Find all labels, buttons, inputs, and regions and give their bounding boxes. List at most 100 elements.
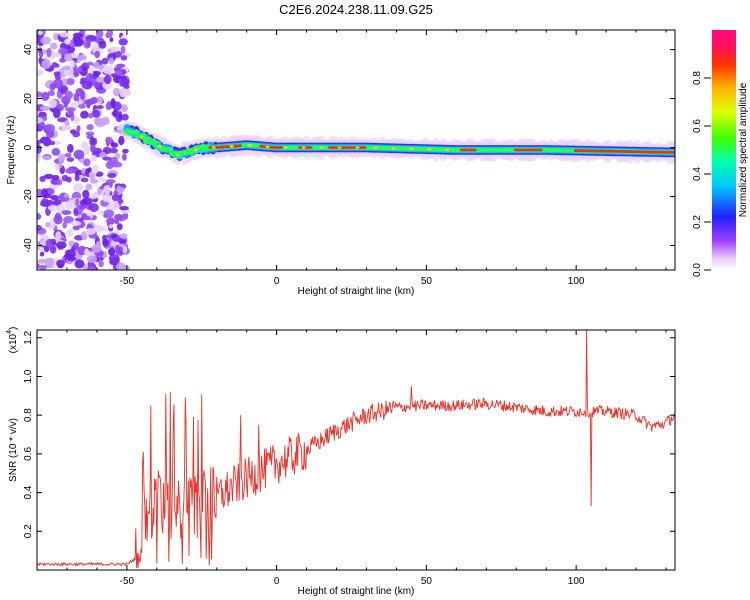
noise-blob [57,47,68,56]
noise-blob [100,226,107,232]
noise-blob [118,135,125,146]
noise-blob [114,69,123,76]
noise-blob [61,210,72,215]
noise-blob [41,91,50,101]
ridge-peak [361,146,367,149]
noise-blob [40,188,48,199]
noise-blob [37,224,42,231]
noise-blob [61,174,69,182]
noise-blob [80,177,89,183]
noise-blob [51,147,61,156]
snr-x-label: Height of straight line (km) [298,586,415,597]
noise-blob [55,231,62,241]
noise-blob [109,257,120,263]
noise-blob [92,42,98,51]
ridge-peak [236,144,242,148]
noise-blob [64,38,71,45]
y-tick-label: 0.2 [23,524,34,538]
noise-blob [63,100,68,109]
y-tick-label: 1.0 [23,369,34,383]
noise-blob [72,35,81,42]
noise-blob [85,131,95,136]
noise-blob [103,209,115,218]
noise-blob [95,76,106,83]
x-tick-label: -50 [120,576,135,587]
noise-blob [37,144,42,154]
noise-blob [115,262,126,270]
noise-blob [70,101,79,109]
noise-blob [116,63,126,69]
noise-blob [101,57,109,65]
noise-blob [92,243,102,253]
noise-blob [84,248,90,257]
noise-blob [74,175,80,182]
noise-blob [98,40,107,49]
noise-blob [86,266,97,270]
noise-blob [81,213,88,218]
noise-blob [49,42,58,50]
noise-blob [41,136,52,145]
noise-blob [63,193,69,198]
noise-blob [53,32,59,41]
noise-blob [91,109,101,118]
ridge-peak [471,148,477,152]
noise-blob [105,179,116,184]
y-tick-label: 20 [23,93,34,105]
noise-blob [93,61,100,69]
x-tick-label: 0 [274,576,280,587]
noise-blob [72,225,80,231]
noise-blob [44,123,56,133]
noise-blob [105,32,110,39]
noise-blob [96,104,104,110]
noise-blob [48,98,57,109]
noise-blob [121,113,129,121]
y-tick-label: 0.4 [23,485,34,499]
noise-blob [112,109,118,118]
noise-blob [102,238,109,247]
noise-blob [66,256,77,262]
noise-blob [110,142,119,148]
noise-blob [88,194,98,200]
noise-blob [114,244,120,255]
noise-blob [90,143,96,154]
noise-blob [110,46,120,53]
noise-blob [87,61,94,66]
noise-blob [88,113,94,119]
x-tick-label: 100 [568,276,585,287]
noise-blob [49,245,57,254]
noise-blob [75,198,80,207]
noise-blob [90,172,95,182]
noise-blob [37,121,46,130]
spectrogram-panel: -50 0 50 100 -40 -20 0 20 40 Height of straight … [6,29,676,297]
band-segment [185,147,193,152]
noise-blob [46,47,52,58]
spectrogram-y-label: Frequency (Hz) [6,116,17,185]
spectrogram-axes: -50 0 50 100 -40 -20 0 20 40 [23,30,675,287]
colorbar-label: Normalized spectral amplitude [738,82,749,217]
noise-blob [109,147,118,154]
ridge-spot [355,146,360,149]
noise-blob [37,188,43,198]
ridge-spot [157,145,162,148]
noise-blob [114,213,123,221]
noise-blob [105,102,111,110]
figure-title: C2E6.2024.238.11.09.G25 [279,2,433,17]
noise-blob [38,264,48,270]
noise-blob [66,77,75,86]
noise-blob [119,205,129,211]
noise-blob [103,184,111,195]
noise-blob [119,87,126,98]
noise-blob [43,173,54,180]
noise-blob [107,160,115,166]
ridge-spot [373,146,378,149]
x-tick-label: 50 [421,576,433,587]
ridge-spot [427,148,432,151]
noise-blob [65,249,76,259]
ridge-peak [671,151,675,154]
band-segment [142,139,150,143]
noise-blob [122,148,129,154]
noise-blob [120,55,128,61]
noise-blob [39,105,51,111]
